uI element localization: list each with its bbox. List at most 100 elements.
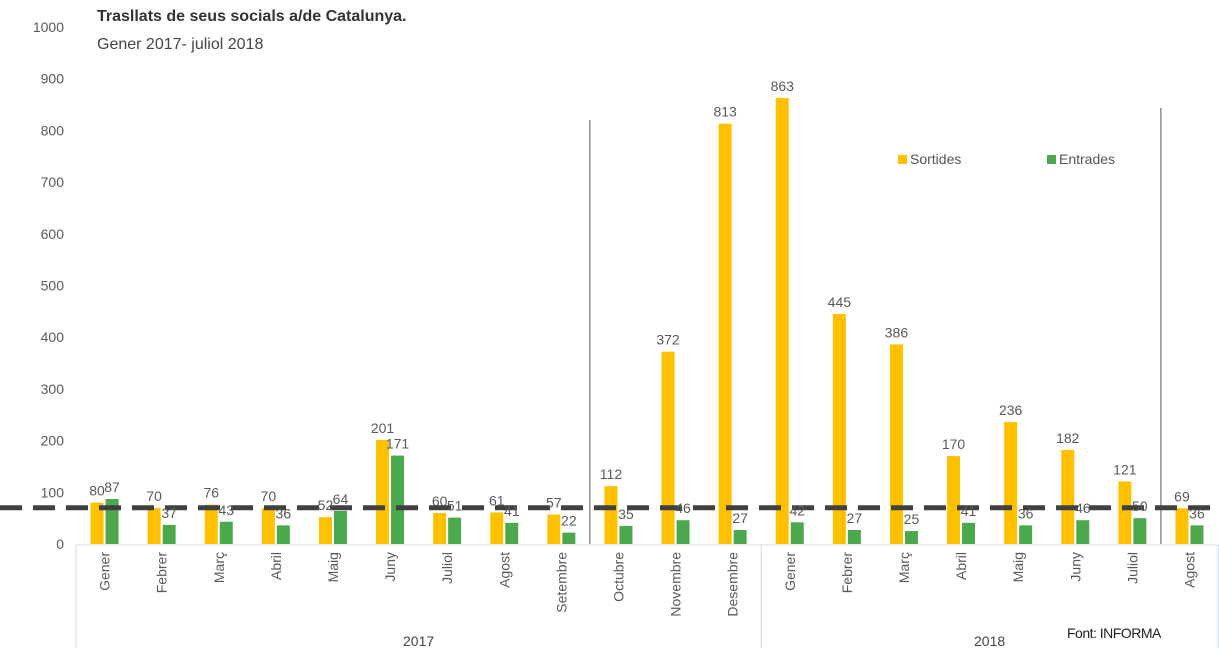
y-tick-label: 600 [41, 226, 65, 242]
bar-sortides [947, 456, 961, 544]
data-label-sortides: 372 [656, 332, 680, 348]
y-tick-label: 400 [41, 329, 65, 345]
category-label: Febrer [839, 552, 855, 594]
category-label: Maig [1010, 552, 1026, 582]
data-label-sortides: 80 [89, 483, 105, 499]
data-label-entrades: 87 [104, 479, 120, 495]
category-label: Febrer [154, 552, 170, 594]
data-label-entrades: 36 [1189, 505, 1205, 521]
data-label-entrades: 27 [732, 510, 748, 526]
category-label: Octubre [610, 552, 626, 602]
data-label-entrades: 46 [675, 500, 691, 516]
data-label-sortides: 236 [999, 402, 1023, 418]
legend-item-sortides: Sortides [898, 151, 961, 167]
bar-entrades [962, 522, 976, 544]
bar-entrades [1076, 520, 1090, 544]
bar-sortides [832, 313, 846, 544]
data-label-sortides: 61 [489, 492, 505, 508]
bar-sortides [376, 440, 390, 544]
data-label-entrades: 46 [1075, 500, 1091, 516]
y-tick-label: 100 [41, 484, 65, 500]
y-tick-label: 500 [41, 278, 65, 294]
bar-entrades [391, 455, 405, 544]
y-tick-label: 800 [41, 122, 65, 138]
data-label-entrades: 43 [218, 502, 234, 518]
chart-title: Trasllats de seus socials a/de Catalunya… [97, 8, 407, 25]
chart-subtitle: Gener 2017- juliol 2018 [97, 36, 264, 53]
bar-entrades [619, 525, 633, 544]
data-label-sortides: 863 [771, 78, 795, 94]
bar-sortides [90, 502, 104, 544]
data-label-entrades: 41 [961, 503, 977, 519]
data-label-sortides: 386 [885, 324, 909, 340]
bar-sortides [490, 512, 504, 544]
bar-entrades [448, 517, 462, 544]
bar-entrades [162, 524, 176, 544]
bar-entrades [904, 531, 918, 544]
bar-sortides [1004, 421, 1018, 544]
legend-label-entrades: Entrades [1059, 151, 1116, 167]
data-label-sortides: 170 [942, 436, 966, 452]
group-label: 2017 [403, 633, 434, 648]
category-label: Juliol [1124, 552, 1140, 584]
bar-entrades [333, 510, 347, 544]
category-label: Maig [325, 552, 341, 582]
bar-sortides [1118, 481, 1132, 544]
bar-entrades [790, 522, 804, 544]
bar-entrades [276, 525, 290, 544]
y-tick-label: 700 [41, 174, 65, 190]
data-label-sortides: 112 [600, 466, 623, 482]
data-label-entrades: 42 [789, 502, 805, 518]
bar-sortides [775, 97, 789, 544]
data-label-sortides: 52 [318, 497, 334, 513]
group-label: 2018 [974, 633, 1005, 648]
data-label-sortides: 76 [203, 485, 219, 501]
category-label: Març [896, 552, 912, 583]
data-label-entrades: 41 [504, 503, 520, 519]
bar-entrades [1190, 525, 1204, 544]
bar-sortides [1175, 508, 1189, 544]
bar-entrades [1133, 518, 1147, 544]
category-label: Juny [382, 552, 398, 582]
bar-entrades [505, 522, 519, 544]
bar-sortides [261, 507, 275, 544]
data-label-entrades: 36 [1018, 505, 1034, 521]
bar-entrades [733, 530, 747, 544]
y-tick-label: 1000 [33, 19, 64, 35]
legend-label-sortides: Sortides [910, 151, 962, 167]
bar-sortides [547, 514, 561, 544]
bar-sortides [889, 344, 903, 544]
y-tick-label: 0 [56, 536, 64, 552]
data-label-sortides: 121 [1113, 461, 1137, 477]
data-label-entrades: 37 [161, 505, 177, 521]
data-label-entrades: 22 [561, 513, 577, 529]
bar-entrades [562, 532, 576, 544]
data-label-entrades: 50 [1132, 498, 1148, 514]
bar-entrades [219, 521, 233, 544]
bar-sortides [433, 512, 447, 544]
category-label: Novembre [668, 552, 684, 617]
data-label-entrades: 36 [276, 505, 292, 521]
data-label-sortides: 57 [546, 495, 562, 511]
data-label-sortides: 60 [432, 493, 448, 509]
data-label-entrades: 64 [333, 491, 349, 507]
category-label: Setembre [553, 552, 569, 613]
category-label: Agost [1181, 552, 1197, 588]
category-label: Juliol [439, 552, 455, 584]
data-label-sortides: 813 [713, 104, 737, 120]
data-label-sortides: 201 [371, 420, 395, 436]
data-label-entrades: 171 [386, 436, 410, 452]
bar-sortides [661, 351, 675, 544]
data-label-sortides: 70 [146, 488, 162, 504]
bar-sortides [604, 486, 618, 544]
data-label-entrades: 35 [618, 506, 634, 522]
bar-sortides [204, 504, 218, 544]
bar-entrades [847, 530, 861, 544]
data-label-entrades: 25 [904, 511, 920, 527]
bar-entrades [1019, 525, 1033, 544]
category-label: Abril [953, 552, 969, 580]
legend-item-entrades: Entrades [1047, 151, 1115, 167]
category-label: Juny [1067, 552, 1083, 582]
bar-sortides [318, 517, 332, 544]
